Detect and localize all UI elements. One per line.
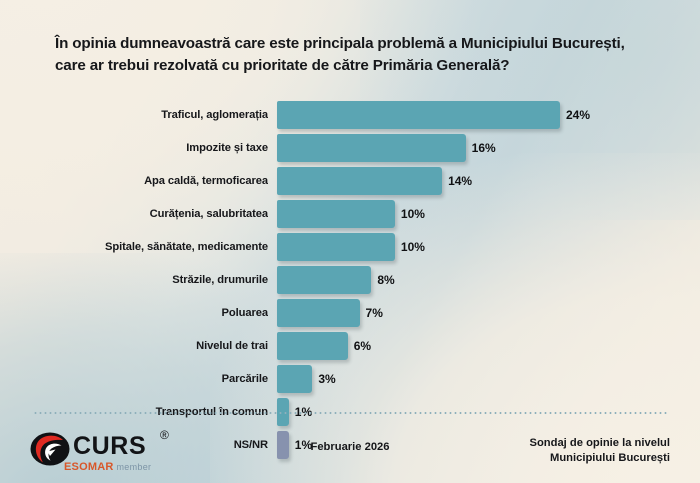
- bar-row: Curățenia, salubritatea 10%: [0, 200, 700, 228]
- bar-row: Străzile, drumurile 8%: [0, 266, 700, 294]
- bar-track: 14%: [277, 167, 700, 195]
- bar: [277, 200, 395, 228]
- esomar-member-text: member: [116, 462, 152, 472]
- bar: [277, 233, 395, 261]
- bar-category-label: Străzile, drumurile: [172, 274, 268, 286]
- bar: [277, 431, 289, 459]
- bar-category-label: Spitale, sănătate, medicamente: [104, 241, 268, 253]
- bar-value-label: 3%: [318, 372, 336, 386]
- bar: [277, 332, 348, 360]
- bar-row: Nivelul de trai 6%: [0, 332, 700, 360]
- bar-category-label: Curățenia, salubritatea: [149, 208, 268, 220]
- bar-category-label: Nivelul de trai: [196, 340, 268, 352]
- curs-logo: CURS ® ESOMAR member: [30, 428, 210, 480]
- bar: [277, 266, 372, 294]
- bar-value-label: 1%: [294, 438, 313, 452]
- bar-track: 16%: [277, 134, 700, 162]
- bar-track: 6%: [277, 332, 700, 360]
- bar-track: 8%: [277, 266, 700, 294]
- bar-value-label: 6%: [353, 339, 372, 353]
- bar-value-label: 10%: [400, 240, 425, 254]
- chart-title: În opinia dumneavoastră care este princi…: [55, 35, 625, 74]
- bar-track: 3%: [277, 365, 700, 393]
- esomar-text: ESOMAR: [64, 461, 114, 473]
- bar-chart: Traficul, aglomerația 24% Impozite și taxe…: [0, 101, 700, 459]
- bar-track: 7%: [277, 299, 700, 327]
- bar-value-label: 16%: [471, 141, 496, 155]
- bar-value-label: 7%: [365, 306, 383, 320]
- bar-row: Apa caldă, termoficarea 14%: [0, 167, 700, 195]
- curs-logo-wordmark: CURS: [73, 432, 147, 460]
- bar-row: Parcările 3%: [0, 365, 700, 393]
- bar-track: 10%: [277, 200, 700, 228]
- bar-category-label: NS/NR: [233, 439, 268, 451]
- bar-value-label: 14%: [448, 174, 473, 188]
- bar: [277, 167, 443, 195]
- bar-category-label: Traficul, aglomerația: [161, 109, 268, 121]
- bar-value-label: 10%: [400, 207, 425, 221]
- footer: CURS ® ESOMAR member Februarie 2026 Sonda…: [0, 425, 700, 483]
- bar-category-label: Impozite și taxe: [186, 142, 268, 154]
- bar-category-label: Parcările: [221, 373, 268, 385]
- bar: [277, 365, 313, 393]
- esomar-label: ESOMAR member: [64, 461, 151, 473]
- bar: [277, 299, 360, 327]
- bar-row: Poluarea 7%: [0, 299, 700, 327]
- bar-row: Spitale, sănătate, medicamente 10%: [0, 233, 700, 261]
- footer-divider: [33, 412, 667, 414]
- bar: [277, 134, 466, 162]
- bar-category-label: Poluarea: [221, 307, 268, 319]
- survey-scope-note: Sondaj de opinie la nivelul Municipiului…: [529, 437, 671, 464]
- bar-value-label: 8%: [377, 273, 395, 287]
- curs-logo-mark: [30, 432, 70, 466]
- registered-trademark-icon: ®: [160, 428, 169, 442]
- survey-date: Februarie 2026: [310, 441, 390, 453]
- bar-track: 10%: [277, 233, 700, 261]
- bar-row: NS/NR 1%: [0, 431, 700, 459]
- bar-value-label: 24%: [566, 108, 591, 122]
- bar-category-label: Apa caldă, termoficarea: [144, 175, 268, 187]
- bar-track: 1%: [277, 431, 700, 459]
- bar-row: Impozite și taxe 16%: [0, 134, 700, 162]
- bar-row: Traficul, aglomerația 24%: [0, 101, 700, 129]
- bar-track: 24%: [277, 101, 700, 129]
- bar: [277, 101, 560, 129]
